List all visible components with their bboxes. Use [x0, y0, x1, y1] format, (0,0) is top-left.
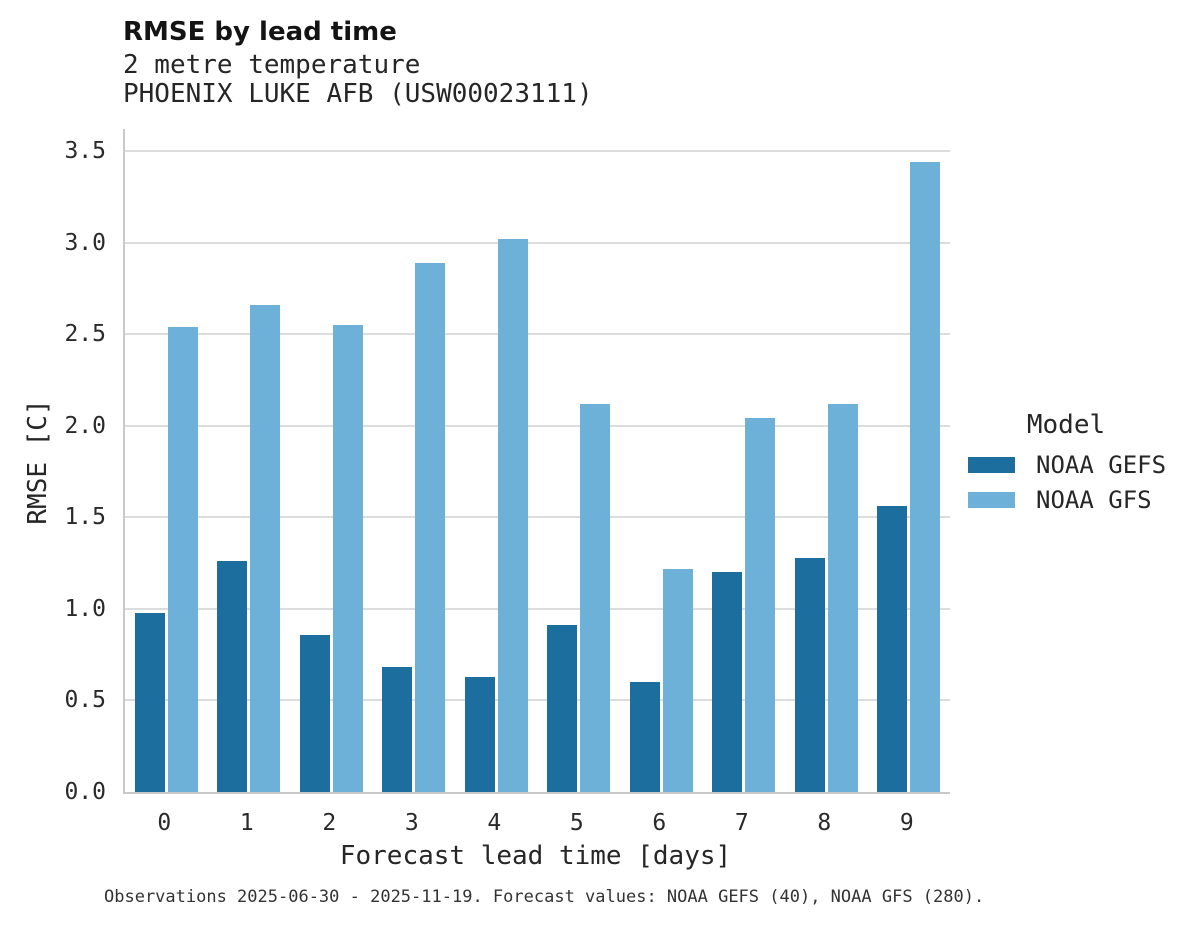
bar-noaa-gefs-day-1	[217, 561, 248, 792]
bar-noaa-gfs-day-2	[332, 324, 363, 792]
y-tick-label-3.5: 3.5	[64, 137, 106, 164]
x-tick-label-1: 1	[239, 810, 254, 836]
bar-noaa-gfs-day-3	[415, 262, 446, 792]
y-tick-label-0.0: 0.0	[64, 779, 106, 805]
bar-noaa-gefs-day-9	[877, 506, 908, 792]
plot-area	[123, 129, 950, 794]
bar-noaa-gfs-day-8	[827, 403, 858, 792]
gridline-y-3.5	[125, 149, 950, 152]
bar-noaa-gfs-day-7	[745, 418, 776, 792]
bar-noaa-gfs-day-6	[662, 568, 693, 792]
legend-swatch-noaa-gfs	[968, 491, 1015, 508]
x-tick-label-9: 9	[899, 810, 914, 836]
x-tick-label-7: 7	[734, 810, 749, 836]
bar-noaa-gfs-day-0	[167, 326, 198, 792]
bar-noaa-gefs-day-8	[794, 557, 825, 792]
y-tick-label-0.5: 0.5	[64, 687, 106, 714]
bar-noaa-gefs-day-5	[547, 625, 578, 792]
y-tick-label-2.5: 2.5	[64, 321, 106, 348]
bar-noaa-gefs-day-0	[134, 612, 165, 792]
chart-subtitle: 2 metre temperature PHOENIX LUKE AFB (USW…	[123, 51, 593, 109]
x-tick-label-4: 4	[487, 810, 502, 836]
bar-noaa-gfs-day-4	[497, 238, 528, 792]
gridline-y-3.0	[125, 241, 950, 244]
gridline-y-2.5	[125, 333, 950, 336]
y-tick-label-1.0: 1.0	[64, 595, 106, 622]
x-axis-label: Forecast lead time [days]	[339, 841, 732, 871]
gridline-y-1.5	[125, 516, 950, 519]
bar-noaa-gfs-day-5	[580, 403, 611, 792]
gridline-y-0.5	[125, 699, 950, 702]
x-tick-label-8: 8	[817, 810, 832, 836]
x-tick-label-0: 0	[157, 810, 172, 836]
gridline-y-2.0	[125, 424, 950, 427]
legend-row-noaa-gefs: NOAA GEFS	[966, 450, 1176, 479]
bar-noaa-gefs-day-3	[382, 667, 413, 792]
bar-noaa-gfs-day-9	[910, 161, 941, 792]
gridline-y-1.0	[125, 607, 950, 610]
x-tick-label-2: 2	[322, 810, 337, 836]
legend-row-noaa-gfs: NOAA GFS	[966, 485, 1176, 514]
x-tick-label-3: 3	[404, 810, 419, 836]
y-tick-label-3.0: 3.0	[64, 229, 106, 256]
bar-noaa-gefs-day-2	[299, 634, 330, 792]
legend: Model NOAA GEFS NOAA GFS	[966, 410, 1176, 514]
chart-title: RMSE by lead time	[123, 17, 397, 47]
legend-swatch-noaa-gefs	[968, 456, 1015, 473]
bar-noaa-gefs-day-6	[629, 682, 660, 792]
subtitle-station: PHOENIX LUKE AFB (USW00023111)	[123, 79, 593, 109]
y-tick-label-1.5: 1.5	[64, 504, 106, 531]
x-tick-label-5: 5	[569, 810, 584, 836]
subtitle-variable: 2 metre temperature	[123, 50, 421, 80]
x-tick-label-6: 6	[652, 810, 667, 836]
caption: Observations 2025-06-30 - 2025-11-19. Fo…	[104, 887, 985, 907]
bar-noaa-gfs-day-1	[250, 304, 281, 792]
y-tick-label-2.0: 2.0	[64, 412, 106, 439]
legend-label-noaa-gefs: NOAA GEFS	[1036, 450, 1167, 479]
legend-label-noaa-gfs: NOAA GFS	[1036, 485, 1152, 514]
bar-noaa-gefs-day-4	[464, 676, 495, 792]
bar-noaa-gefs-day-7	[712, 572, 743, 792]
legend-title: Model	[1026, 410, 1106, 440]
